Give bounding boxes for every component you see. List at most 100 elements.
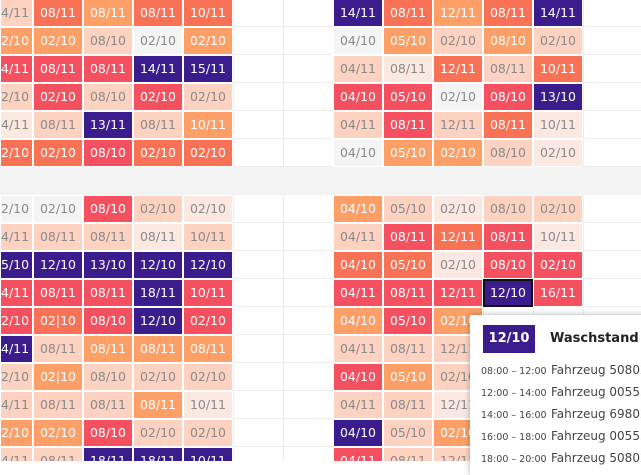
date-cell[interactable]: 08/11 [83, 223, 133, 251]
date-cell[interactable]: 4/11 [0, 223, 33, 251]
date-cell[interactable]: 14/11 [333, 0, 383, 27]
date-cell[interactable]: 05/10 [383, 307, 433, 335]
date-cell[interactable]: 04/11 [333, 223, 383, 251]
date-cell[interactable]: 4/11 [0, 391, 33, 419]
date-cell[interactable]: 12/11 [433, 0, 483, 27]
date-cell[interactable]: 02/10 [183, 363, 233, 391]
date-cell[interactable]: 04/10 [333, 419, 383, 447]
date-cell[interactable]: 04/11 [333, 111, 383, 139]
date-cell[interactable]: 05/10 [383, 139, 433, 167]
date-cell[interactable]: 10/11 [183, 0, 233, 27]
date-cell[interactable]: 02/10 [533, 139, 583, 167]
date-cell[interactable]: 10/11 [183, 279, 233, 307]
date-cell[interactable]: 08/10 [83, 139, 133, 167]
date-cell[interactable]: 12/11 [433, 111, 483, 139]
date-cell[interactable]: 02/10 [533, 195, 583, 223]
date-cell[interactable]: 10/11 [183, 223, 233, 251]
date-cell[interactable]: 4/11 [0, 55, 33, 83]
date-cell[interactable]: 05/10 [383, 363, 433, 391]
date-cell[interactable]: 02/10 [183, 139, 233, 167]
date-cell[interactable]: 16/11 [533, 279, 583, 307]
date-cell[interactable]: 12/10 [33, 251, 83, 279]
date-cell[interactable]: 02/10 [133, 83, 183, 111]
date-cell[interactable]: 02/10 [33, 419, 83, 447]
date-cell[interactable]: 08/11 [33, 391, 83, 419]
date-cell[interactable]: 15/11 [183, 55, 233, 83]
date-cell[interactable]: 08/10 [483, 195, 533, 223]
date-cell[interactable]: 14/11 [133, 55, 183, 83]
date-cell[interactable]: 12/10 [133, 251, 183, 279]
date-cell[interactable]: 12/11 [433, 223, 483, 251]
date-cell[interactable]: 04/11 [333, 279, 383, 307]
date-cell[interactable]: 04/10 [333, 83, 383, 111]
date-cell[interactable]: 05/10 [383, 195, 433, 223]
date-cell[interactable]: 10/11 [183, 391, 233, 419]
date-cell[interactable]: 04/10 [333, 363, 383, 391]
date-cell[interactable]: 08/10 [83, 419, 133, 447]
date-cell[interactable]: 08/11 [33, 111, 83, 139]
date-cell[interactable]: 13/10 [83, 251, 133, 279]
date-cell[interactable]: 08/11 [133, 0, 183, 27]
date-cell[interactable]: 2/10 [0, 27, 33, 55]
date-cell[interactable]: 02/10 [133, 139, 183, 167]
date-cell[interactable]: 08/10 [483, 27, 533, 55]
date-cell[interactable]: 04/10 [333, 195, 383, 223]
date-cell[interactable]: 02/10 [33, 27, 83, 55]
date-cell[interactable]: 10/11 [183, 111, 233, 139]
date-cell[interactable]: 08/11 [33, 0, 83, 27]
date-cell[interactable]: 02/10 [183, 419, 233, 447]
date-cell[interactable]: 08/11 [83, 55, 133, 83]
date-cell[interactable]: 08/11 [33, 335, 83, 363]
date-cell[interactable]: 02/10 [433, 195, 483, 223]
date-cell[interactable]: 10/11 [533, 55, 583, 83]
date-cell[interactable]: 05/10 [383, 419, 433, 447]
date-cell[interactable]: 08/11 [33, 223, 83, 251]
date-cell[interactable]: 04/11 [333, 55, 383, 83]
date-cell[interactable]: 02/10 [133, 27, 183, 55]
date-cell[interactable]: 02/10 [533, 251, 583, 279]
date-cell[interactable]: 08/11 [133, 391, 183, 419]
date-cell[interactable]: 08/11 [83, 335, 133, 363]
date-cell[interactable]: 4/11 [0, 335, 33, 363]
date-cell[interactable]: 4/11 [0, 0, 33, 27]
date-cell[interactable]: 08/11 [383, 223, 433, 251]
date-cell[interactable]: 10/11 [183, 447, 233, 461]
date-cell[interactable]: 08/11 [483, 111, 533, 139]
date-cell[interactable]: 2/10 [0, 363, 33, 391]
date-cell[interactable]: 08/10 [483, 251, 533, 279]
date-cell[interactable]: 04/10 [333, 251, 383, 279]
date-cell[interactable]: 08/11 [483, 55, 533, 83]
date-cell[interactable]: 18/11 [83, 447, 133, 461]
date-cell[interactable]: 08/11 [133, 111, 183, 139]
date-cell[interactable]: 05/10 [383, 251, 433, 279]
date-cell[interactable]: 10/11 [533, 111, 583, 139]
date-cell[interactable]: 12/10 [133, 307, 183, 335]
date-cell[interactable]: 12/11 [433, 55, 483, 83]
date-cell[interactable]: 02/10 [183, 195, 233, 223]
date-cell[interactable]: 2/10 [0, 139, 33, 167]
date-cell[interactable]: 2/10 [0, 83, 33, 111]
date-cell[interactable]: 08/11 [133, 223, 183, 251]
date-cell[interactable]: 02/10 [33, 195, 83, 223]
date-cell[interactable]: 08/11 [33, 447, 83, 461]
date-cell[interactable]: 08/11 [383, 335, 433, 363]
date-cell[interactable]: 18/11 [133, 447, 183, 461]
date-cell[interactable]: 4/11 [0, 111, 33, 139]
date-cell[interactable]: 08/11 [83, 0, 133, 27]
date-cell[interactable]: 2/10 [0, 307, 33, 335]
date-cell[interactable]: 02/10 [533, 27, 583, 55]
date-cell[interactable]: 08/11 [383, 0, 433, 27]
date-cell[interactable]: 12/10 [183, 251, 233, 279]
date-cell[interactable]: 02/10 [33, 139, 83, 167]
date-cell[interactable]: 02/10 [433, 251, 483, 279]
date-cell[interactable]: 08/10 [483, 139, 533, 167]
date-cell[interactable]: 2/10 [0, 419, 33, 447]
date-cell[interactable]: 10/11 [533, 223, 583, 251]
date-cell[interactable]: 04/11 [333, 335, 383, 363]
date-cell[interactable]: 08/11 [383, 111, 433, 139]
date-cell[interactable]: 04/10 [333, 27, 383, 55]
date-cell[interactable]: 13/11 [83, 111, 133, 139]
date-cell[interactable]: 02/10 [433, 83, 483, 111]
date-cell[interactable]: 08/11 [33, 55, 83, 83]
date-cell[interactable]: 02/10 [433, 139, 483, 167]
